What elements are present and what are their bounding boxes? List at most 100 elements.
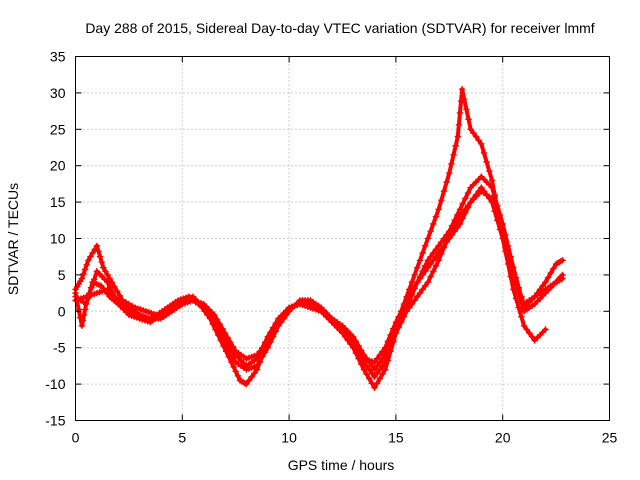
data-point [550,265,557,272]
data-point [371,384,378,391]
data-point [419,286,426,293]
data-point [480,149,488,157]
x-tick-label: 0 [72,430,80,446]
data-point [518,313,525,320]
data-point [98,258,105,266]
data-point [488,184,496,191]
data-point [357,360,365,368]
data-point [357,350,365,358]
y-tick-label: 10 [50,231,66,247]
data-point [478,184,485,191]
data-point [486,167,493,175]
x-tick-label: 5 [178,430,186,446]
data-point [518,293,525,300]
data-point [91,246,98,253]
data-point [427,253,434,260]
data-point [414,278,421,286]
data-point [83,261,90,269]
data-point [559,257,566,264]
data-point [491,208,498,215]
y-tick-label: 15 [50,194,66,210]
axis-ticks: 0 5 10 15 20 25 -15 -10 -5 0 5 10 15 20 25 30 35 [45,49,617,446]
data-point [371,359,378,366]
data-point [224,338,231,345]
data-point [510,286,517,293]
data-point [435,249,442,257]
data-point [384,338,392,345]
data-point [366,375,373,382]
data-point [438,246,445,253]
data-point [520,322,528,330]
data-point [422,242,429,249]
data-point [419,249,426,257]
data-point [400,302,408,310]
data-point [221,333,229,340]
data-point [87,284,95,291]
series-trace-3 [72,187,566,391]
y-tick-label: -10 [45,376,65,392]
data-point [392,319,400,326]
data-point [435,206,442,213]
data-point [454,133,462,140]
data-point [408,300,416,308]
data-point [219,329,226,336]
data-point [432,213,440,220]
data-point [355,346,362,353]
data-point [113,288,121,295]
data-point [398,308,405,315]
data-point [81,306,89,313]
data-point [230,363,237,371]
data-point [515,286,522,293]
data-point [82,300,90,308]
data-point [406,304,413,311]
data-point [376,351,384,359]
data-point [269,324,277,331]
data-point [371,373,378,381]
data-point [438,238,445,246]
data-point [480,187,488,195]
data-point [395,313,402,320]
data-point [387,331,394,339]
data-point [422,268,429,275]
data-point [457,97,465,105]
data-point [116,292,124,300]
data-point [472,191,480,199]
data-point [507,262,514,269]
data-point [414,293,421,300]
y-axis-title: SDTVAR / TECUs [5,183,21,295]
series-trace-4 [72,184,566,370]
data-point [483,158,490,166]
data-point [461,96,468,103]
data-point [363,362,370,370]
data-point [78,322,86,330]
data-point [459,200,466,208]
data-point [234,372,242,380]
data-point [104,271,111,279]
data-point [446,235,453,242]
data-point [467,198,474,206]
data-point [478,140,485,148]
data-point [390,339,397,346]
data-point [216,324,223,331]
data-point [352,349,360,357]
data-point [382,344,389,351]
data-point [102,268,109,275]
data-point [411,271,418,279]
series-band [73,189,565,390]
data-point [395,324,402,331]
data-point [374,369,381,377]
data-point [106,275,113,282]
data-point [95,248,102,255]
data-point [398,319,405,326]
data-point [79,317,87,324]
data-point [411,297,418,304]
data-point [544,274,552,281]
data-point [264,344,271,351]
data-point [462,209,469,217]
data-point [430,220,437,228]
data-point [403,297,410,304]
data-point [78,275,86,282]
y-tick-label: 20 [50,158,66,174]
data-point [253,362,261,370]
